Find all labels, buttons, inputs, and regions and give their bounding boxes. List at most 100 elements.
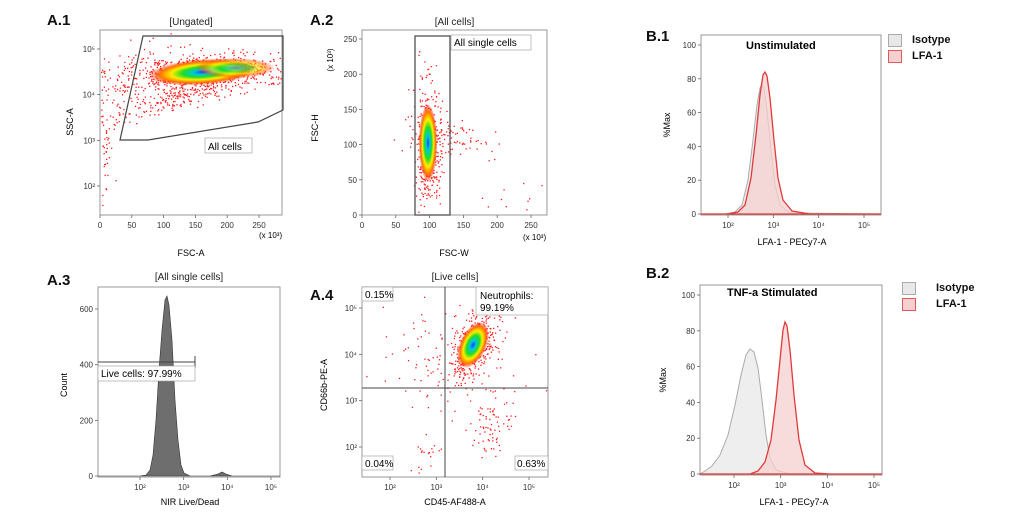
yticks-b1: 100 80 60 40 20 0 [683, 41, 701, 219]
event-dot [182, 96, 184, 98]
event-dot [428, 189, 430, 191]
event-dot [455, 360, 457, 362]
axis-label-y-b2: %Max [658, 367, 668, 393]
event-dot [191, 86, 194, 89]
axis-label-x-a4: CD45-AF488-A [424, 497, 486, 507]
gate-label-box-a3 [97, 365, 196, 382]
event-dot [490, 448, 493, 450]
event-dot [435, 197, 438, 199]
event-dot [489, 428, 491, 430]
event-dot [130, 67, 132, 69]
event-dot [148, 82, 150, 84]
event-dot [172, 87, 174, 89]
event-dot [166, 102, 169, 104]
event-dot [441, 134, 443, 137]
event-dot [141, 116, 143, 118]
event-dot [447, 121, 449, 123]
event-dot [415, 176, 417, 178]
event-dot [172, 103, 174, 106]
event-dot [114, 88, 116, 90]
event-dot [197, 106, 199, 109]
event-dot [433, 192, 436, 194]
event-dot [454, 370, 456, 372]
event-dot [451, 354, 453, 356]
event-dot [481, 457, 483, 459]
event-dot [421, 314, 423, 316]
event-dot [433, 176, 435, 178]
event-dot [425, 186, 428, 188]
event-dot [210, 84, 212, 86]
event-dot [458, 384, 460, 387]
event-dot [422, 181, 424, 183]
event-dot [470, 317, 473, 319]
event-dot [474, 318, 477, 320]
event-dot [112, 102, 114, 104]
event-dot [104, 138, 106, 140]
event-dot [199, 85, 201, 88]
event-dot [483, 372, 485, 374]
a4-y-tick-label: 10⁴ [345, 350, 358, 359]
event-dot [199, 93, 201, 95]
event-dot [411, 115, 413, 117]
event-dot [246, 91, 248, 93]
event-dot [501, 358, 503, 360]
event-dot [161, 97, 163, 99]
event-dot [493, 414, 495, 416]
event-dot [163, 89, 166, 91]
event-dot [214, 53, 216, 56]
event-dot [123, 91, 126, 93]
event-dot [180, 84, 183, 87]
event-dot [107, 94, 109, 96]
event-dot [138, 86, 140, 88]
plot-a4: 0.15% Neutrophils: 99.19% 0.04% 0.63% 10… [319, 286, 549, 507]
event-dot [162, 99, 165, 101]
event-dot [471, 309, 473, 311]
event-dot [481, 197, 484, 199]
event-dot [225, 87, 227, 89]
event-dot [489, 411, 491, 413]
event-dot [480, 364, 482, 366]
event-dot [216, 95, 218, 97]
event-dot [469, 320, 471, 322]
event-dot [436, 135, 438, 137]
event-dot [139, 61, 142, 64]
event-dot [232, 85, 234, 88]
panel-label-b1: B.1 [646, 28, 670, 45]
event-dot [156, 62, 159, 65]
event-dot [230, 90, 232, 92]
event-dot [411, 137, 413, 139]
event-dot [154, 59, 156, 61]
a1-x-tick-label: 250 [252, 221, 266, 230]
quadrant-ur-label: Neutrophils: 99.19% [480, 291, 536, 314]
event-dot [403, 350, 405, 352]
event-dot [420, 168, 422, 171]
event-dot [162, 106, 164, 108]
event-dot [228, 88, 230, 90]
b1-x-tick-label: 10⁵ [858, 221, 870, 230]
b2-y-tick-label: 80 [686, 327, 695, 336]
event-dot [475, 140, 477, 142]
event-dot [170, 62, 172, 64]
event-dot [472, 310, 474, 312]
event-dot [277, 78, 280, 80]
event-dot [227, 81, 229, 84]
event-dot [116, 105, 118, 107]
event-dot [244, 80, 246, 83]
event-dot [499, 449, 501, 452]
event-dot [480, 359, 482, 361]
event-dot [468, 128, 471, 131]
event-dot [460, 335, 462, 337]
event-dot [159, 62, 161, 65]
event-dot [462, 143, 464, 145]
xticks-a4: 10² 10³ 10⁴ 10⁵ [384, 477, 535, 492]
event-dot [438, 359, 441, 361]
event-dot [506, 402, 508, 404]
event-dot [198, 57, 200, 59]
event-dot [454, 373, 456, 375]
event-dot [453, 337, 455, 340]
event-dot [427, 185, 429, 187]
q-label-box-ul [361, 286, 394, 302]
event-dot [495, 131, 497, 133]
event-dot [458, 362, 460, 364]
event-dot [459, 373, 461, 376]
